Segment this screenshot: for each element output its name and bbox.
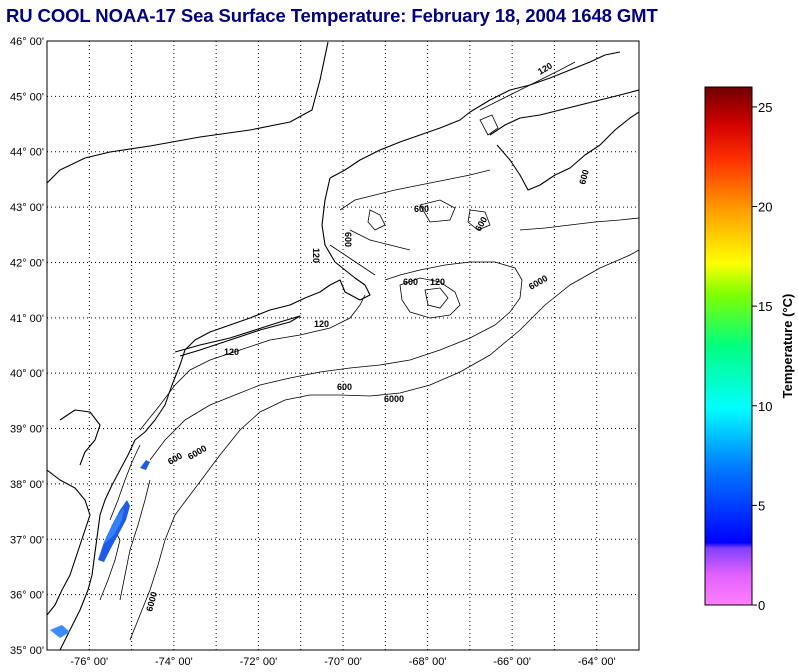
map-gridlines [47, 41, 639, 650]
map-title: RU COOL NOAA-17 Sea Surface Temperature:… [6, 5, 658, 26]
contour-label-600: 600 [337, 382, 352, 392]
colorbar-gradient [704, 86, 753, 606]
colorbar-tick-label: 20 [758, 200, 772, 215]
colorbar-tick-label: 25 [758, 100, 772, 115]
longitude-label: -72° 00' [240, 656, 278, 668]
contour-label-120: 120 [224, 347, 239, 357]
longitude-labels: -76° 00' -74° 00' -72° 00' -70° 00' -68° 00'… [70, 656, 615, 668]
latitude-label: 41° 00' [10, 313, 44, 325]
contour-label-120: 120 [430, 277, 445, 287]
colorbar-tick-label: 0 [758, 598, 765, 613]
coastline [47, 41, 639, 650]
contour-600 [119, 169, 639, 601]
colorbar-tick-label: 5 [758, 498, 765, 513]
latitude-label: 46° 00' [10, 36, 44, 48]
latitude-label: 45° 00' [10, 91, 44, 103]
contour-label-120: 120 [314, 319, 329, 329]
latitude-label: 39° 00' [10, 424, 44, 436]
colorbar: 0 5 10 15 20 25 Temperature (°C) [704, 86, 795, 613]
contour-label-120: 120 [311, 248, 321, 263]
latitude-label: 36° 00' [10, 590, 44, 602]
latitude-label: 40° 00' [10, 368, 44, 380]
longitude-label: -70° 00' [324, 656, 362, 668]
contour-label-600: 600 [343, 232, 353, 247]
latitude-label: 43° 00' [10, 202, 44, 214]
colorbar-tick-label: 10 [758, 399, 772, 414]
longitude-label: -64° 00' [578, 656, 616, 668]
contour-label-6000: 6000 [384, 394, 404, 404]
latitude-label: 37° 00' [10, 534, 44, 546]
longitude-label: -68° 00' [409, 656, 447, 668]
latitude-labels: 46° 00' 45° 00' 44° 00' 43° 00' 42° 00' 41° 0… [10, 36, 44, 657]
latitude-label: 35° 00' [10, 645, 44, 657]
latitude-label: 44° 00' [10, 147, 44, 159]
latitude-label: 38° 00' [10, 479, 44, 491]
longitude-label: -76° 00' [70, 656, 108, 668]
contour-6000 [129, 249, 639, 641]
latitude-label: 42° 00' [10, 257, 44, 269]
colorbar-tick-label: 15 [758, 299, 772, 314]
longitude-label: -74° 00' [155, 656, 193, 668]
colorbar-title: Temperature (°C) [780, 294, 795, 399]
contour-label-600: 600 [414, 204, 429, 214]
sst-patches [50, 460, 150, 638]
gulf-of-maine-features [367, 114, 499, 319]
longitude-label: -66° 00' [493, 656, 531, 668]
colorbar-ticks: 0 5 10 15 20 25 [752, 100, 772, 613]
contour-label-600: 600 [403, 277, 418, 287]
contour-label-600: 600 [577, 168, 591, 185]
